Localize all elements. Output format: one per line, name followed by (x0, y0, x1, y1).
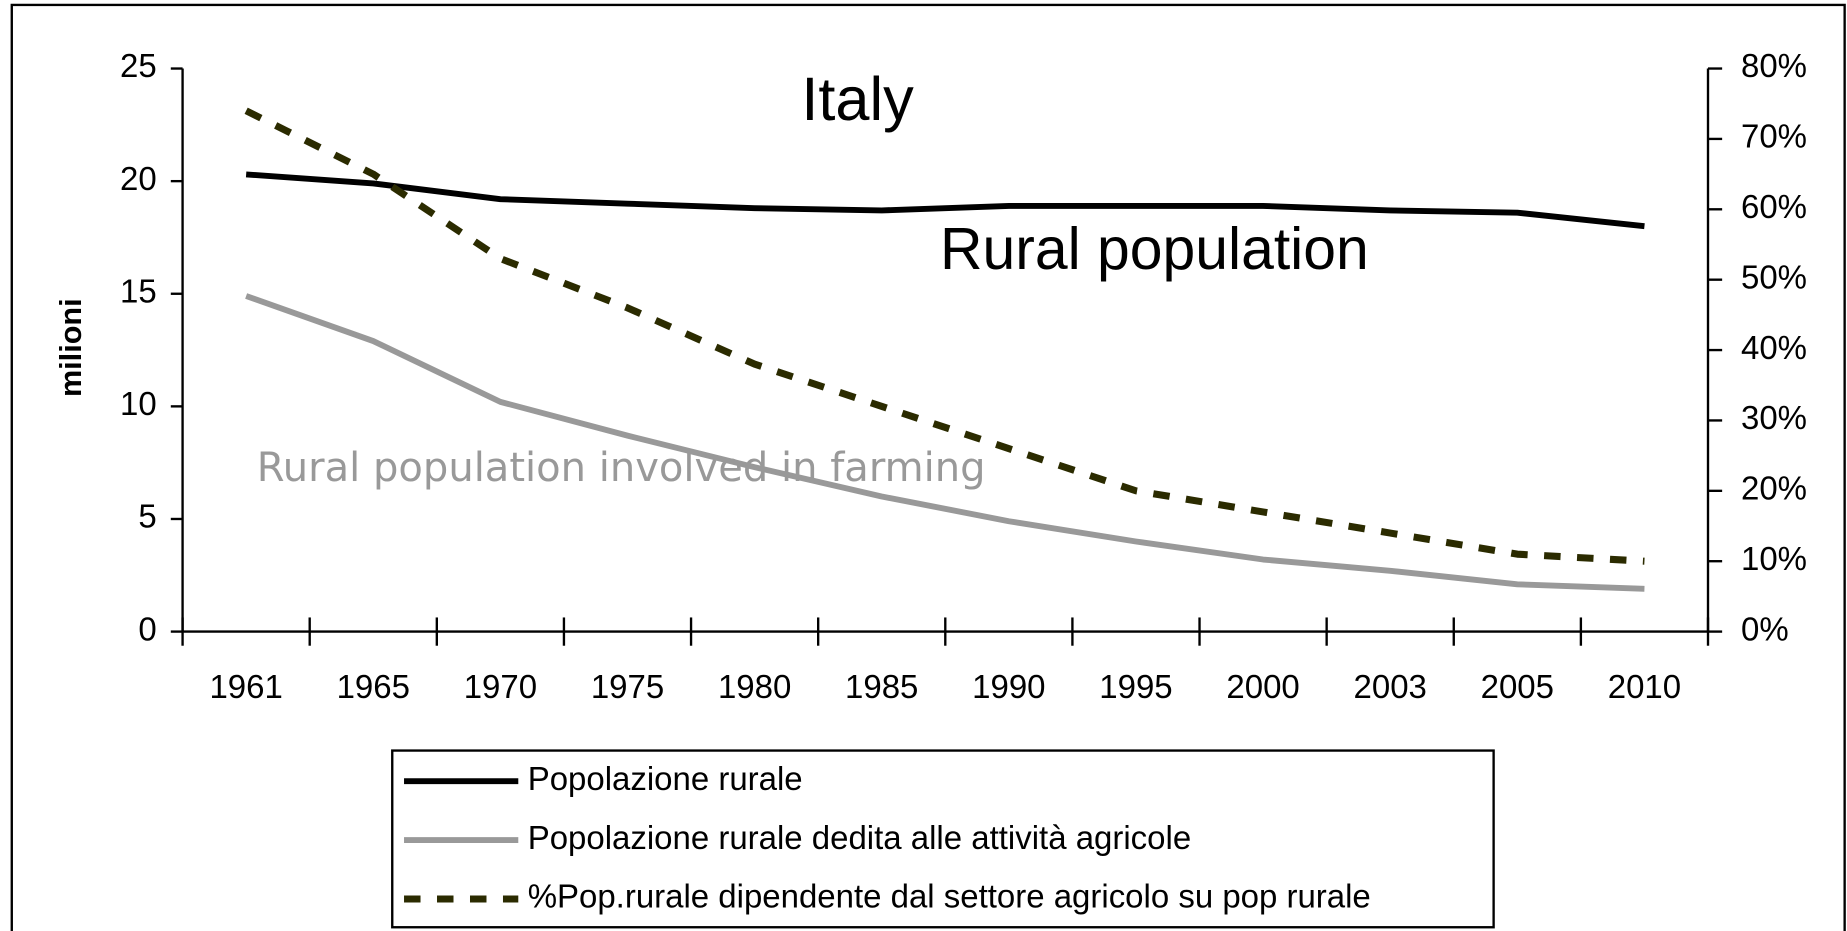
x-tick-label: 1995 (1099, 668, 1172, 705)
y-tick-label: 0 (138, 610, 156, 647)
y2-tick-label: 30% (1741, 399, 1807, 436)
y-tick-label: 20 (120, 160, 157, 197)
x-tick-label: 1975 (591, 668, 664, 705)
series-line (245, 293, 1645, 592)
legend-label: Popolazione rurale dedita alle attività … (528, 819, 1191, 856)
y2-tick-label: 50% (1741, 258, 1807, 295)
x-tick-label: 2000 (1226, 668, 1299, 705)
legend-box (391, 749, 1495, 929)
y2-tick-label: 10% (1741, 540, 1807, 577)
x-tick-label: 2003 (1354, 668, 1427, 705)
annotation: Italy (801, 65, 914, 133)
y2-tick-label: 20% (1741, 470, 1807, 507)
x-tick-label: 1965 (337, 668, 410, 705)
y-tick-label: 25 (120, 47, 157, 84)
y2-tick-label: 80% (1741, 47, 1807, 84)
annotation: Rural population involved in farming (257, 445, 986, 491)
y2-tick-label: 40% (1741, 329, 1807, 366)
legend-label: Popolazione rurale (528, 760, 803, 797)
x-tick-label: 1970 (464, 668, 537, 705)
x-tick-label: 1990 (972, 668, 1045, 705)
legend-label: %Pop.rurale dipendente dal settore agric… (528, 878, 1371, 915)
y-tick-label: 15 (120, 272, 157, 309)
y-tick-label: 10 (120, 385, 157, 422)
x-tick-label: 2010 (1608, 668, 1681, 705)
series-line (244, 107, 1645, 565)
y-axis-label: milioni (54, 298, 88, 397)
x-tick-label: 1985 (845, 668, 918, 705)
series-line (245, 171, 1645, 230)
y2-tick-label: 70% (1741, 118, 1807, 155)
y2-tick-label: 60% (1741, 188, 1807, 225)
annotation: Rural population (940, 217, 1369, 282)
x-tick-label: 1961 (209, 668, 282, 705)
x-tick-label: 2005 (1481, 668, 1554, 705)
y-tick-label: 5 (138, 498, 156, 535)
x-tick-label: 1980 (718, 668, 791, 705)
y2-tick-label: 0% (1741, 610, 1789, 647)
